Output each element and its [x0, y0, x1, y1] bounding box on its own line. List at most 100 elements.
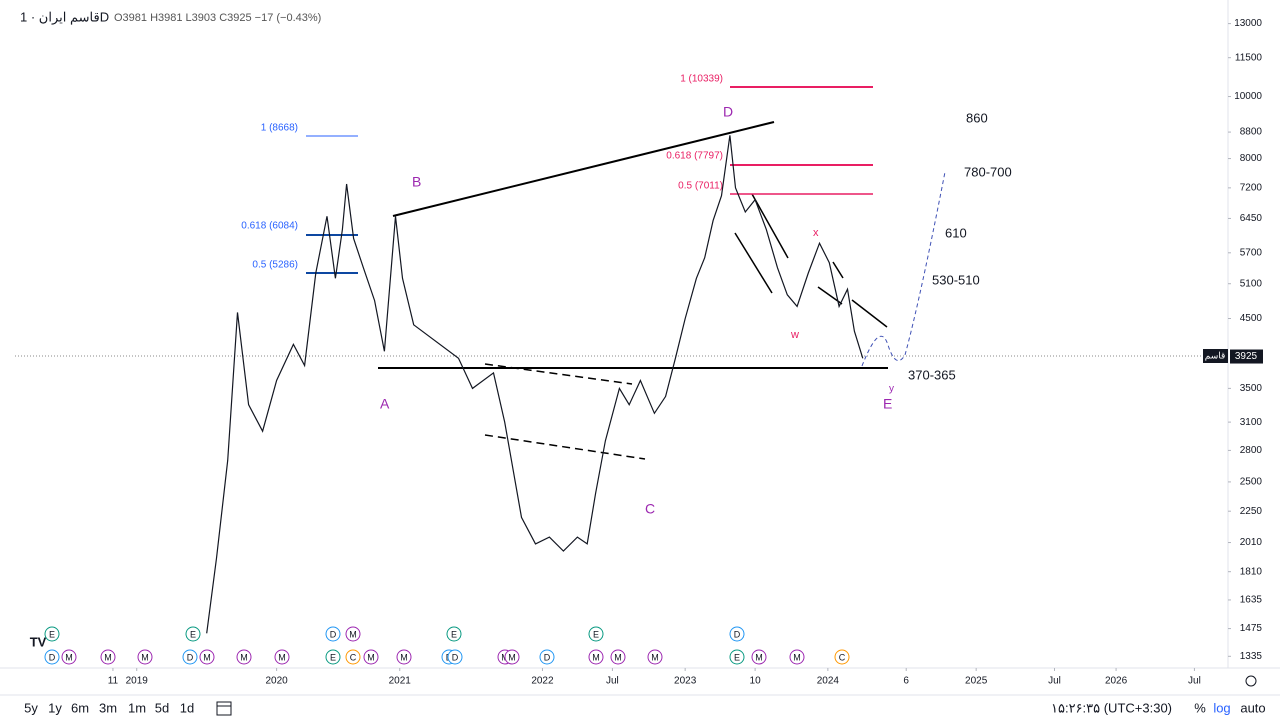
y-tick-label: 11500 — [1235, 52, 1263, 63]
event-letter: D — [452, 652, 459, 662]
svg-text:TV: TV — [30, 634, 47, 649]
price-line — [206, 135, 864, 634]
range-button[interactable]: 1d — [180, 700, 194, 715]
event-marker[interactable] — [100, 649, 116, 665]
event-marker[interactable] — [539, 649, 555, 665]
fib-label: 0.5 (7011) — [678, 181, 723, 192]
range-button[interactable]: 5y — [24, 700, 38, 715]
wave-label: A — [380, 396, 390, 412]
x-tick-label: 2026 — [1105, 676, 1128, 687]
x-tick-label: 2024 — [817, 676, 840, 687]
last-price-label: 3925 — [1235, 351, 1258, 362]
event-marker[interactable] — [236, 649, 252, 665]
y-tick-label: 3500 — [1240, 383, 1263, 394]
event-letter: M — [592, 652, 600, 662]
auto-button[interactable]: auto — [1240, 700, 1265, 715]
log-button[interactable]: log — [1213, 700, 1230, 715]
event-letter: M — [755, 652, 763, 662]
event-marker[interactable] — [504, 649, 520, 665]
wave-label: x — [813, 227, 819, 239]
y-tick-label: 1810 — [1240, 566, 1263, 577]
range-button[interactable]: 3m — [99, 700, 117, 715]
event-letter: D — [49, 652, 56, 662]
event-marker[interactable] — [789, 649, 805, 665]
symbol-tag-box — [1203, 349, 1228, 363]
event-marker[interactable] — [182, 649, 198, 665]
y-tick-label: 10000 — [1234, 91, 1262, 102]
event-letter: M — [400, 652, 408, 662]
x-tick-label: 10 — [750, 676, 762, 687]
event-marker[interactable] — [610, 649, 626, 665]
x-tick-label: Jul — [1188, 676, 1201, 687]
y-tick-label: 2010 — [1240, 537, 1263, 548]
x-tick-label: 2023 — [674, 676, 697, 687]
event-letter: M — [793, 652, 801, 662]
target-label: 530-510 — [932, 272, 980, 287]
target-label: 860 — [966, 110, 988, 125]
event-marker[interactable] — [44, 626, 60, 642]
logo: TV — [25, 631, 51, 653]
y-tick-label: 4500 — [1240, 313, 1263, 324]
event-marker[interactable] — [751, 649, 767, 665]
event-marker[interactable] — [274, 649, 290, 665]
fib-label: 0.618 (7797) — [666, 151, 723, 162]
event-letter: M — [651, 652, 659, 662]
target-label: 370-365 — [908, 367, 956, 382]
event-marker[interactable] — [137, 649, 153, 665]
y-tick-label: 5100 — [1240, 278, 1263, 289]
event-letter: E — [190, 629, 196, 639]
range-button[interactable]: 1y — [48, 700, 62, 715]
event-marker[interactable] — [729, 649, 745, 665]
event-letter: M — [240, 652, 248, 662]
y-tick-label: 1335 — [1240, 651, 1263, 662]
y-tick-label: 13000 — [1234, 18, 1262, 29]
event-marker[interactable] — [61, 649, 77, 665]
event-marker[interactable] — [44, 649, 60, 665]
event-letter: E — [593, 629, 599, 639]
event-marker[interactable] — [447, 649, 463, 665]
y-tick-label: 8800 — [1240, 127, 1263, 138]
event-letter: D — [187, 652, 194, 662]
event-letter: M — [65, 652, 73, 662]
event-marker[interactable] — [396, 649, 412, 665]
event-marker[interactable] — [647, 649, 663, 665]
event-marker[interactable] — [363, 649, 379, 665]
event-marker[interactable] — [325, 626, 341, 642]
x-tick-label: 2022 — [531, 676, 554, 687]
y-tick-label: 6450 — [1240, 213, 1263, 224]
event-letter: M — [614, 652, 622, 662]
event-marker[interactable] — [325, 649, 341, 665]
event-marker[interactable] — [185, 626, 201, 642]
y-tick-label: 7200 — [1240, 183, 1263, 194]
settings-icon[interactable] — [1245, 675, 1257, 687]
event-letter: E — [49, 629, 55, 639]
ohlc: O3981 H3981 L3903 C3925 −17 (−0.43%) — [114, 12, 321, 24]
x-tick-label: 2019 — [126, 676, 149, 687]
y-tick-label: 1635 — [1240, 595, 1263, 606]
y-tick-label: 2500 — [1240, 477, 1263, 488]
calendar-icon[interactable] — [216, 701, 232, 716]
event-marker[interactable] — [729, 626, 745, 642]
event-letter: M — [349, 629, 357, 639]
y-tick-label: 3100 — [1240, 417, 1263, 428]
event-marker[interactable] — [345, 649, 361, 665]
target-label: 610 — [945, 225, 967, 240]
last-price-box — [1230, 349, 1263, 364]
range-button[interactable]: 6m — [71, 700, 89, 715]
event-marker[interactable] — [834, 649, 850, 665]
wave-label: B — [412, 174, 421, 190]
projection — [861, 171, 946, 367]
clock: ۱۵:۲۶:۳۵ (UTC+3:30) — [1051, 700, 1172, 715]
event-marker[interactable] — [199, 649, 215, 665]
event-letter: M — [367, 652, 375, 662]
event-marker[interactable] — [345, 626, 361, 642]
event-marker[interactable] — [446, 626, 462, 642]
range-button[interactable]: 1m — [128, 700, 146, 715]
percent-button[interactable]: % — [1194, 700, 1206, 715]
x-tick-label: 2021 — [389, 676, 412, 687]
event-marker[interactable] — [588, 649, 604, 665]
range-button[interactable]: 5d — [155, 700, 169, 715]
event-letter: M — [203, 652, 211, 662]
wave-label: C — [645, 501, 655, 517]
event-marker[interactable] — [588, 626, 604, 642]
